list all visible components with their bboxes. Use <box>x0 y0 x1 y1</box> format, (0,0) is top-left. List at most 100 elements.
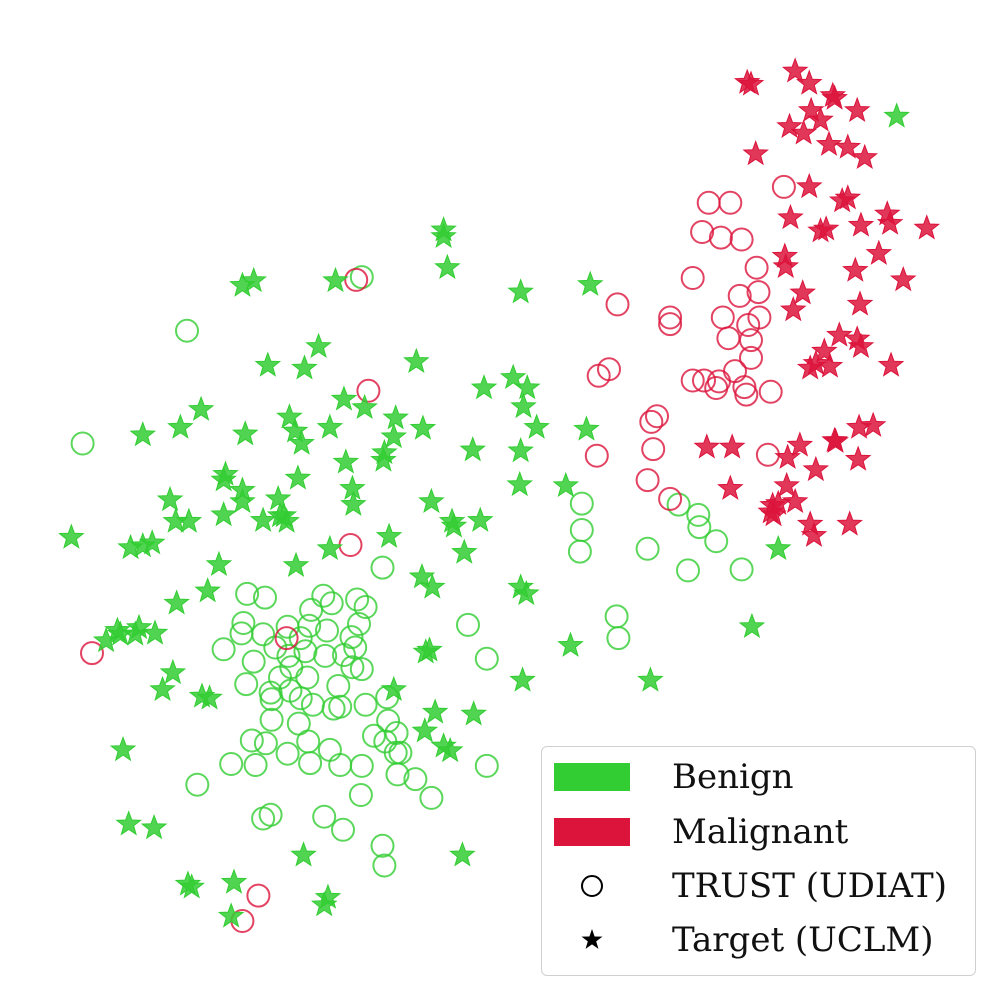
benign-target-point <box>281 417 309 443</box>
malignant-target-point <box>876 209 904 235</box>
malignant-target-point <box>836 510 863 536</box>
benign-trust-point <box>328 694 353 719</box>
benign-target-point <box>421 698 449 724</box>
benign-trust-point <box>259 707 284 732</box>
benign-target-point <box>460 700 487 726</box>
malignant-target-point <box>821 84 848 110</box>
benign-trust-point <box>353 692 378 717</box>
malignant-target-point <box>811 337 838 363</box>
malignant-trust-point <box>246 883 271 908</box>
malignant-trust-point <box>704 376 729 400</box>
benign-target-point <box>330 385 358 411</box>
benign-target-point <box>187 395 215 421</box>
benign-trust-point <box>635 536 660 561</box>
benign-trust-point <box>251 622 276 647</box>
benign-trust-point <box>241 649 266 674</box>
benign-target-point <box>156 485 184 512</box>
benign-trust-point <box>219 752 244 776</box>
benign-trust-point <box>315 618 339 643</box>
benign-target-point <box>507 437 534 463</box>
malignant-target-point <box>843 96 871 122</box>
benign-trust-point <box>243 753 268 777</box>
benign-target-point <box>175 507 203 533</box>
benign-target-point <box>513 579 540 606</box>
benign-trust-point <box>353 595 378 619</box>
benign-trust-point <box>300 692 325 717</box>
benign-trust-point <box>403 767 428 792</box>
malignant-trust-point <box>771 174 796 199</box>
benign-target-point <box>499 363 527 389</box>
benign-target-point <box>449 841 476 867</box>
benign-trust-point <box>347 612 371 636</box>
benign-trust-point <box>239 728 264 753</box>
benign-trust-point <box>288 626 313 651</box>
malignant-target-point <box>795 69 823 95</box>
benign-target-point <box>205 550 233 577</box>
malignant-trust-point <box>605 292 630 317</box>
malignant-trust-point <box>680 368 705 393</box>
benign-trust-point <box>372 853 397 878</box>
malignant-target-point <box>777 203 804 230</box>
benign-trust-point <box>185 772 210 797</box>
benign-target-point <box>451 538 478 564</box>
benign-trust-point <box>376 708 401 733</box>
malignant-trust-point <box>584 443 609 468</box>
benign-target-point <box>403 347 430 373</box>
malignant-trust-point <box>734 382 759 407</box>
benign-target-point <box>440 512 468 538</box>
benign-target-point <box>466 506 494 532</box>
benign-target-point <box>507 278 534 304</box>
malignant-trust-point <box>744 255 769 280</box>
benign-trust-point <box>686 502 711 527</box>
malignant-target-point <box>796 510 824 536</box>
malignant-trust-point <box>338 533 363 557</box>
malignant-trust-point <box>658 312 683 337</box>
malignant-target-point <box>757 498 784 524</box>
malignant-target-point <box>826 321 853 347</box>
legend-item-benign: Benign <box>554 751 794 803</box>
benign-target-point <box>149 675 176 702</box>
benign-trust-point <box>349 657 374 682</box>
legend-item-trust-udiat: TRUST (UDIAT) <box>554 860 947 912</box>
open-circle-icon <box>581 875 603 897</box>
benign-target-point <box>254 351 282 377</box>
benign-target-point <box>291 354 318 380</box>
malignant-target-point <box>786 431 814 457</box>
malignant-target-point <box>772 252 800 279</box>
benign-target-point <box>129 421 157 447</box>
benign-target-point <box>380 422 408 449</box>
malignant-target-point <box>859 411 887 437</box>
benign-target-point <box>419 573 446 599</box>
benign-trust-point <box>258 680 283 705</box>
malignant-target-point <box>851 143 878 169</box>
benign-trust-point <box>299 597 324 622</box>
benign-target-point <box>576 270 604 296</box>
benign-trust-point <box>234 672 259 697</box>
benign-target-point <box>217 902 245 928</box>
benign-target-point <box>552 471 580 498</box>
benign-trust-point <box>666 492 691 517</box>
malignant-target-point <box>800 521 828 547</box>
benign-target-point <box>459 436 487 462</box>
benign-trust-point <box>275 741 300 766</box>
malignant-target-point <box>693 433 721 459</box>
malignant-trust-point <box>597 357 621 382</box>
benign-trust-point <box>349 753 374 778</box>
benign-trust-point <box>229 621 254 646</box>
malignant-target-point <box>796 354 824 380</box>
malignant-target-point <box>913 214 941 240</box>
benign-target-point <box>523 413 550 439</box>
malignant-target-point <box>889 265 917 292</box>
malignant-target-point <box>846 290 874 316</box>
benign-trust-point <box>349 265 374 290</box>
benign-target-point <box>210 500 237 527</box>
malignant-trust-point <box>716 326 741 351</box>
benign-target-point <box>194 577 221 603</box>
benign-target-point <box>637 666 664 692</box>
benign-target-point <box>470 374 498 400</box>
benign-trust-point <box>729 557 754 582</box>
legend-item-target-uclm: Target (UCLM) <box>554 914 934 966</box>
benign-trust-point <box>231 611 256 635</box>
benign-trust-point <box>253 731 278 756</box>
malignant-target-point <box>812 215 840 241</box>
